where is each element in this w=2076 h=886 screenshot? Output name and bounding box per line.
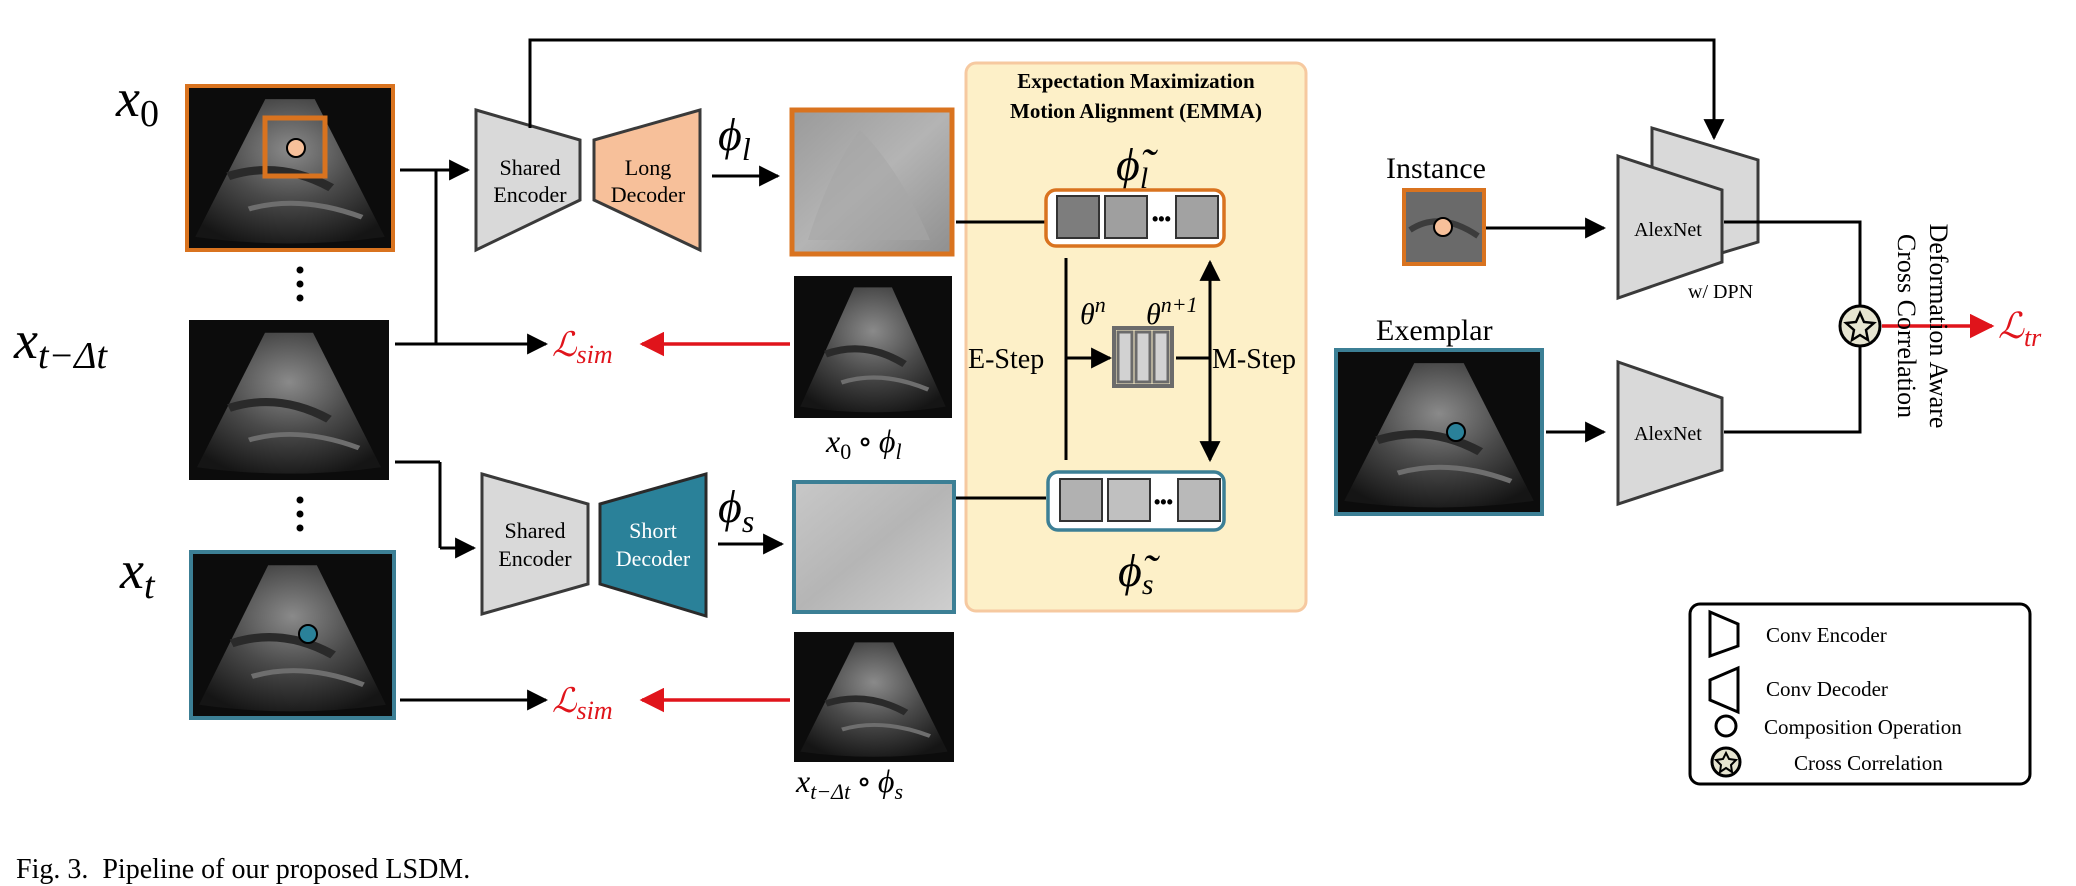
emma-title-line1: Expectation Maximization	[1017, 69, 1255, 93]
shared-encoder-bottom: Shared Encoder	[480, 472, 590, 616]
label-phi-s: ϕs	[718, 481, 754, 539]
input-connectors	[395, 159, 549, 711]
roi-box	[262, 115, 328, 179]
svg-text:AlexNet: AlexNet	[1634, 219, 1702, 241]
cross-correlation-node	[1838, 304, 1882, 348]
emma-title-line2: Motion Alignment (EMMA)	[1010, 99, 1262, 123]
label-phi-l: ϕl	[718, 109, 751, 167]
svg-text:Encoder: Encoder	[498, 546, 572, 571]
loss-tr: ℒtr	[1998, 306, 2042, 352]
warped-image-bottom	[794, 632, 954, 762]
label-e-step: E-Step	[968, 344, 1044, 375]
correlation-connectors	[1724, 220, 1862, 434]
loss-sim-top: ℒsim	[552, 327, 613, 369]
long-decoder: Long Decoder	[592, 108, 702, 253]
loss-sim-bottom: ℒsim	[552, 683, 613, 725]
dacc-label: Deformation Aware Cross Correlation	[1892, 224, 1953, 429]
bypass-connector	[528, 38, 1725, 141]
svg-text:Encoder: Encoder	[493, 182, 567, 207]
svg-text:Composition Operation: Composition Operation	[1764, 715, 1962, 739]
input-image-xt	[189, 550, 396, 720]
label-xtdt-compose-phi-s: xt−Δt ∘ ϕs	[795, 763, 903, 804]
svg-text:Shared: Shared	[499, 155, 560, 180]
exemplar-image	[1334, 348, 1544, 516]
legend-cross-correlation-icon	[1710, 746, 1742, 778]
deformation-field-short	[792, 480, 956, 614]
alexnet-top-dpn: AlexNet	[1616, 125, 1760, 301]
deformation-field-long	[789, 107, 955, 257]
patch-group-long: •••	[1044, 188, 1226, 248]
input-image-x0	[185, 84, 395, 252]
figure-caption: Fig. 3. Pipeline of our proposed LSDM.	[16, 854, 470, 885]
vertical-ellipsis-bottom	[296, 496, 304, 532]
vertical-ellipsis-top	[296, 266, 304, 302]
svg-text:Cross Correlation: Cross Correlation	[1892, 234, 1921, 418]
legend-encoder-icon	[1708, 609, 1740, 659]
svg-text:Long: Long	[625, 155, 671, 180]
label-xt: xt	[119, 540, 156, 607]
svg-text:•••: •••	[1154, 492, 1173, 512]
svg-text:Cross Correlation: Cross Correlation	[1794, 751, 1943, 775]
svg-text:Decoder: Decoder	[616, 546, 691, 571]
short-decoder: Short Decoder	[598, 472, 708, 619]
label-dpn: w/ DPN	[1688, 281, 1753, 303]
label-x0: x0	[115, 68, 159, 135]
patch-group-short: •••	[1046, 470, 1226, 532]
svg-text:Conv Encoder: Conv Encoder	[1766, 623, 1887, 647]
input-image-xt-dt	[189, 320, 389, 480]
label-exemplar: Exemplar	[1376, 314, 1493, 347]
em-step-connectors	[1064, 258, 1221, 463]
svg-text:AlexNet: AlexNet	[1634, 423, 1702, 445]
legend-composition-icon	[1714, 714, 1738, 738]
label-xt-dt: xt−Δt	[13, 310, 108, 377]
svg-text:Decoder: Decoder	[611, 182, 686, 207]
theta-parameter-block	[1112, 326, 1174, 388]
legend-decoder-icon	[1708, 665, 1740, 715]
label-theta-n1: θn+1	[1146, 292, 1198, 331]
alexnet-bottom: AlexNet	[1616, 359, 1724, 507]
label-m-step: M-Step	[1212, 344, 1296, 375]
svg-text:Deformation Aware: Deformation Aware	[1924, 224, 1953, 429]
svg-text:•••: •••	[1152, 209, 1171, 229]
svg-text:Conv Decoder: Conv Decoder	[1766, 677, 1888, 701]
legend: Conv Encoder Conv Decoder Composition Op…	[1688, 602, 2032, 786]
shared-encoder-top: Shared Encoder	[474, 108, 582, 253]
label-theta-n: θn	[1080, 292, 1106, 331]
instance-patch	[1402, 188, 1486, 266]
svg-text:Shared: Shared	[504, 518, 565, 543]
target-point-orange	[286, 138, 306, 158]
label-x0-compose-phi-l: x0 ∘ ϕl	[825, 423, 902, 464]
warped-image-top	[794, 276, 952, 418]
label-instance: Instance	[1386, 152, 1486, 185]
target-point-teal	[298, 624, 318, 644]
svg-text:Short: Short	[629, 518, 677, 543]
